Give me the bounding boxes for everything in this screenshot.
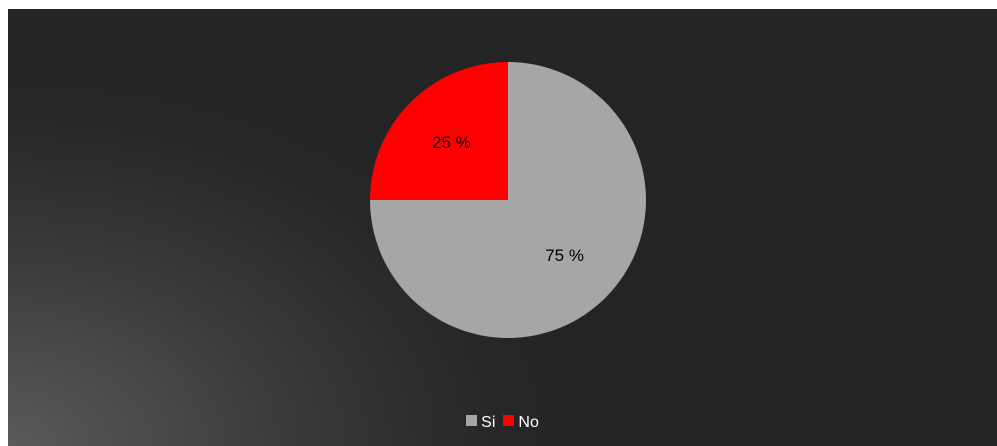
legend-swatch-si: [466, 415, 478, 426]
pie-data-labels: 75 % 25 %: [432, 133, 584, 265]
legend-label-si: Si: [481, 414, 496, 431]
pie-slices: [370, 62, 646, 338]
chart-area: 75 % 25 % Si No: [8, 9, 997, 446]
legend: Si No: [8, 414, 997, 432]
data-label-si: 75 %: [545, 246, 584, 265]
pie-chart: 75 % 25 %: [370, 62, 646, 338]
legend-item-no: No: [503, 414, 539, 432]
data-label-no: 25 %: [432, 133, 471, 152]
legend-label-no: No: [518, 414, 539, 431]
pie-slice-no: [370, 62, 508, 200]
legend-item-si: Si: [466, 414, 495, 432]
legend-swatch-no: [503, 415, 515, 426]
